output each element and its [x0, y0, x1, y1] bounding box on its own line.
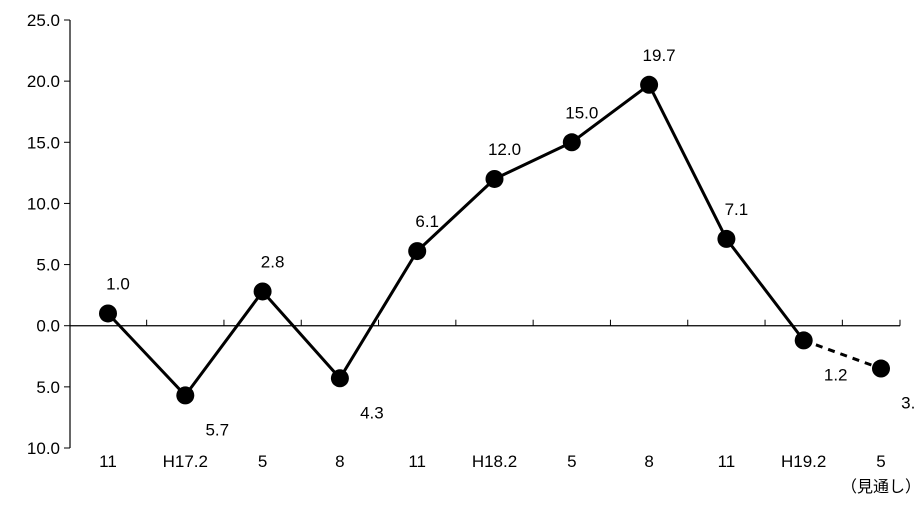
data-point: [99, 304, 117, 323]
data-point: [253, 282, 272, 301]
x-tick-label: 11: [99, 452, 117, 471]
data-label: 5.7: [205, 420, 229, 439]
data-label: 4.3: [360, 403, 384, 422]
y-tick-label: 10.0: [27, 439, 60, 458]
y-tick-label: 25.0: [27, 11, 60, 30]
y-tick-label: 20.0: [27, 72, 60, 91]
data-point: [640, 75, 659, 94]
x-tick-label: 8: [644, 452, 653, 471]
x-tick-label: H18.2: [472, 452, 517, 471]
x-tick-label: 11: [718, 452, 736, 471]
series-line: [106, 83, 805, 397]
x-category-note: （見通し）: [841, 477, 916, 496]
x-tick-label: H17.2: [163, 452, 208, 471]
data-label: 1.2: [824, 365, 848, 384]
data-point: [330, 369, 349, 388]
x-tick-label: 5: [258, 452, 267, 471]
x-tick-label: 5: [567, 452, 576, 471]
data-label: 15.0: [565, 103, 598, 122]
y-tick-label: 5.0: [36, 378, 60, 397]
data-label: 6.1: [415, 212, 439, 231]
data-point: [794, 331, 813, 350]
data-label: 19.7: [643, 46, 676, 65]
data-point: [408, 242, 427, 261]
series-forecast-line: [803, 338, 882, 370]
y-tick-label: 15.0: [27, 133, 60, 152]
data-point: [485, 169, 504, 188]
x-tick-label: 8: [335, 452, 344, 471]
data-label: 12.0: [488, 140, 521, 159]
y-tick-label: 10.0: [27, 194, 60, 213]
data-label: 7.1: [725, 200, 749, 219]
data-point: [176, 386, 195, 405]
y-tick-label: 5.0: [36, 256, 60, 275]
data-label: 2.8: [261, 252, 285, 271]
x-tick-label: H19.2: [781, 452, 826, 471]
data-point: [872, 359, 890, 378]
data-point: [562, 133, 581, 152]
data-label: 3.5: [901, 394, 916, 413]
x-tick-label: 5: [876, 452, 885, 471]
data-point: [717, 229, 736, 248]
data-label: 1.0: [106, 274, 130, 293]
x-tick-label: 11: [408, 452, 426, 471]
y-tick-label: 0.0: [36, 317, 60, 336]
